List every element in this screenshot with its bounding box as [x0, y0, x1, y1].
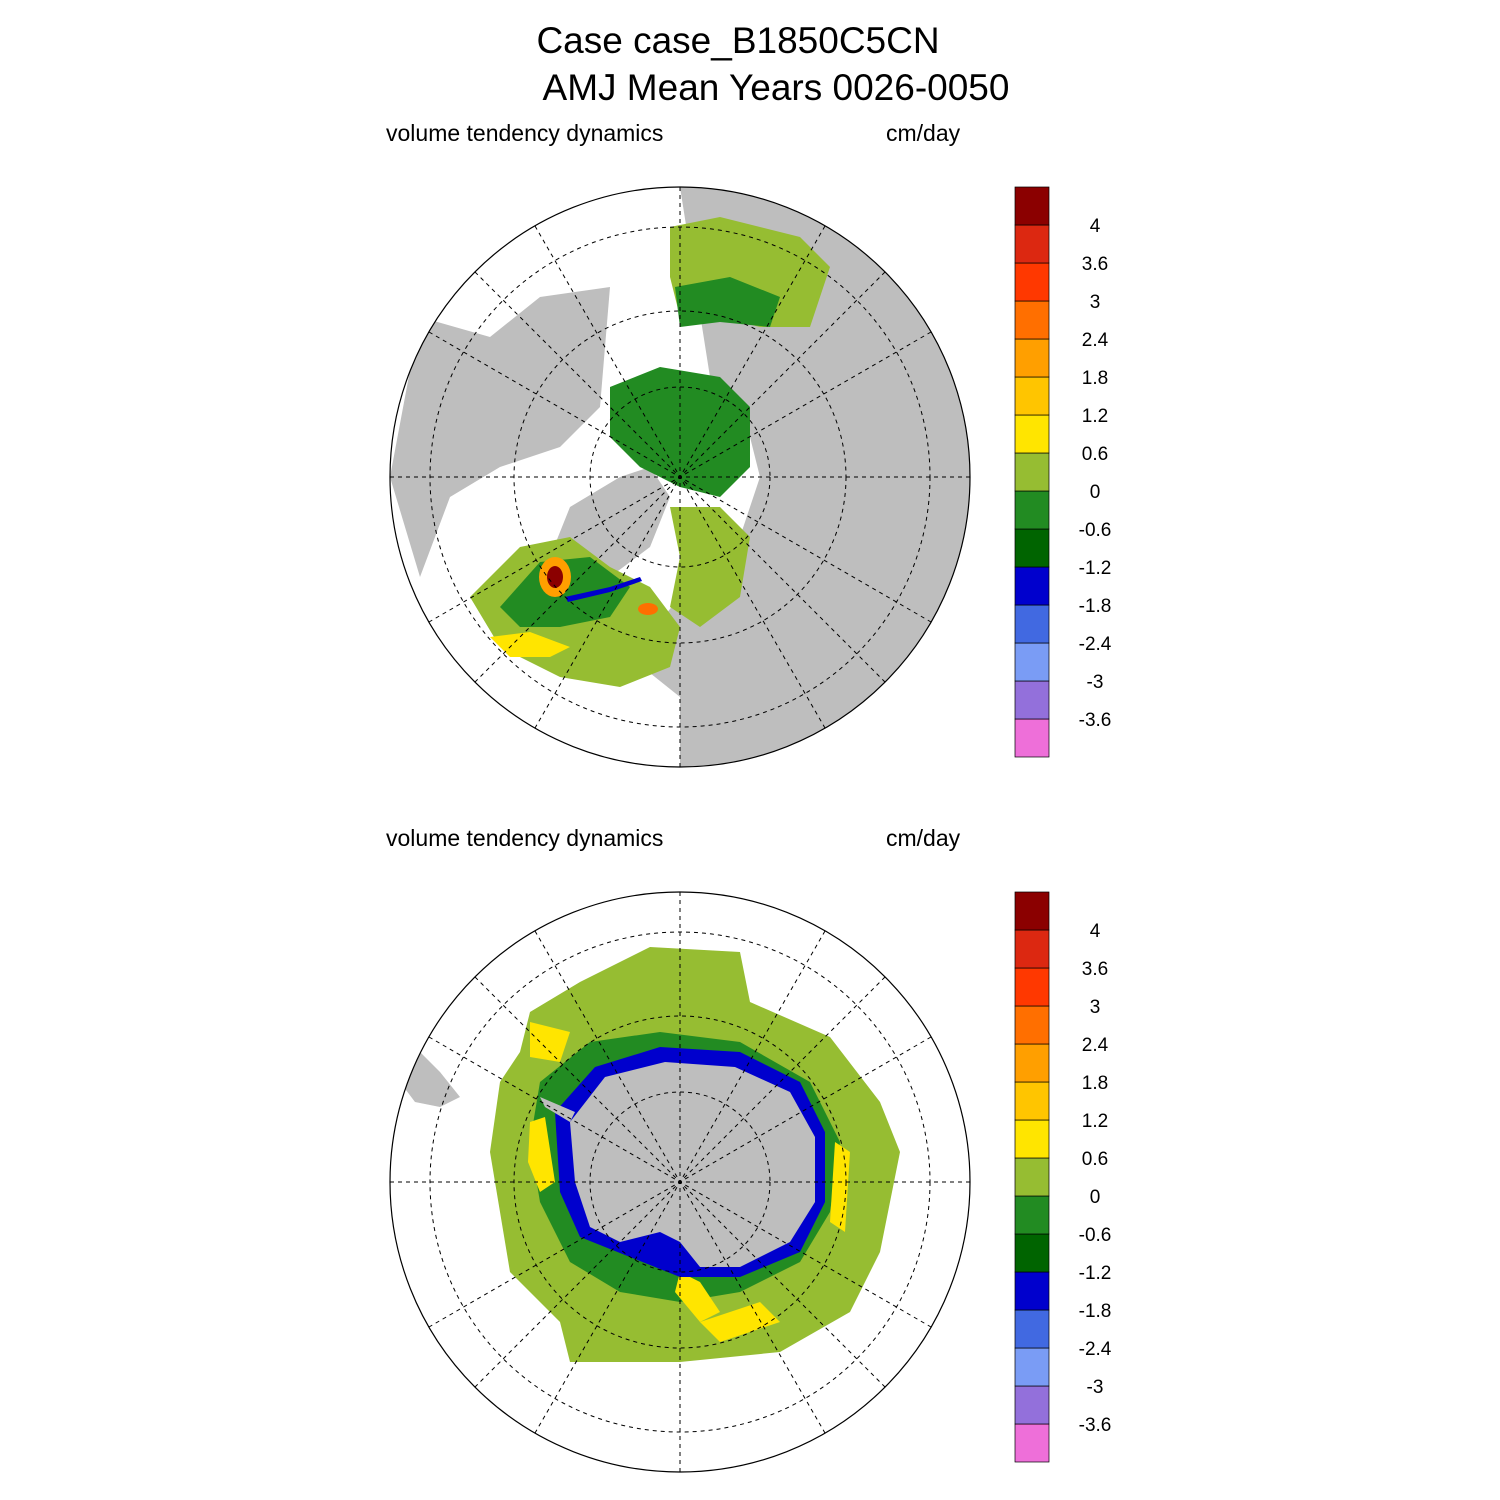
north-colorbar-box-1: [1014, 680, 1050, 720]
antarctic-peninsula: [540, 1097, 575, 1122]
north-colorbar-box-10: [1014, 338, 1050, 378]
north-colorbar-tick-label: -3.6: [1079, 710, 1112, 731]
panel1-units-label: cm/day: [886, 120, 961, 146]
north-graticule: [390, 187, 970, 767]
south-colorbar-tick-label: -1.2: [1079, 1263, 1112, 1284]
south-colorbar-box-0: [1014, 1423, 1050, 1463]
south-colorbar-box-4: [1014, 1271, 1050, 1311]
north-blue-ice-edge: [565, 577, 642, 602]
north-colorbar-box-8: [1014, 414, 1050, 454]
south-america-tip: [400, 1052, 460, 1107]
south-colorbar-box-11: [1014, 1005, 1050, 1045]
south-yellow-southwest: [675, 1272, 720, 1322]
south-yellow-south: [700, 1302, 780, 1342]
south-colorbar-tick-label: 1.2: [1082, 1111, 1108, 1132]
south-colorbar-tick-label: -0.6: [1079, 1225, 1112, 1246]
south-colorbar-box-12: [1014, 967, 1050, 1007]
south-colorbar-box-8: [1014, 1119, 1050, 1159]
antarctica: [570, 1062, 815, 1267]
north-yellow-band: [490, 632, 570, 657]
south-colorbar-box-5: [1014, 1233, 1050, 1273]
north-colorbar-box-7: [1014, 452, 1050, 492]
north-colorbar-tick-label: 1.8: [1082, 368, 1108, 389]
north-colorbar-tick-label: -1.2: [1079, 558, 1112, 579]
south-graticule: [390, 892, 970, 1472]
figure-title-line1: Case case_B1850C5CN: [536, 20, 940, 61]
north-colorbar-tick-label: 1.2: [1082, 406, 1108, 427]
north-colorbar-tick-label: -3: [1087, 672, 1104, 693]
north-pacific-green-band: [675, 277, 780, 327]
north-colorbar-box-11: [1014, 300, 1050, 340]
north-colorbar-box-9: [1014, 376, 1050, 416]
north-colorbar-box-0: [1014, 718, 1050, 758]
figure-title-line2: AMJ Mean Years 0026-0050: [542, 67, 1010, 108]
north-orange-patch: [638, 603, 658, 615]
south-colorbar-tick-label: 1.8: [1082, 1073, 1108, 1094]
north-colorbar-tick-label: -2.4: [1079, 634, 1112, 655]
north-colorbar-box-13: [1014, 224, 1050, 264]
north-colorbar-tick-label: -1.8: [1079, 596, 1112, 617]
south-colorbar-tick-label: -3: [1087, 1377, 1104, 1398]
panel2-units-label: cm/day: [886, 825, 961, 851]
north-colorbar-tick-label: -0.6: [1079, 520, 1112, 541]
north-colorbar-tick-label: 3.6: [1082, 254, 1108, 275]
south-colorbar-box-10: [1014, 1043, 1050, 1083]
south-colorbar-box-13: [1014, 929, 1050, 969]
north-colorbar-tick-label: 2.4: [1082, 330, 1109, 351]
south-colorbar-tick-label: -3.6: [1079, 1415, 1112, 1436]
north-colorbar-box-3: [1014, 604, 1050, 644]
south-colorbar-box-14: [1014, 891, 1050, 931]
south-colorbar-box-2: [1014, 1347, 1050, 1387]
south-colorbar-box-1: [1014, 1385, 1050, 1425]
north-land-west: [390, 287, 610, 577]
north-colorbar-box-5: [1014, 528, 1050, 568]
south-yellow-north: [530, 1022, 570, 1062]
north-colorbar-box-14: [1014, 186, 1050, 226]
north-colorbar-box-6: [1014, 490, 1050, 530]
south-colorbar-box-9: [1014, 1081, 1050, 1121]
north-colorbar-tick-label: 0: [1090, 482, 1101, 503]
north-colorbar-tick-label: 4: [1090, 216, 1101, 237]
north-arctic-ocean-field: [610, 367, 750, 497]
south-colorbar: -3.6 -3 -2.4 -1.8 -1.2 -0.6 0 0.6 1.2 1.8 2.4 3 3.6 4: [1014, 891, 1112, 1463]
south-colorbar-tick-label: 0.6: [1082, 1149, 1108, 1170]
north-barents-field: [670, 507, 750, 627]
north-polar-map: [389, 186, 971, 768]
south-polar-map: [389, 891, 971, 1473]
south-colorbar-tick-label: 2.4: [1082, 1035, 1109, 1056]
south-colorbar-tick-label: -2.4: [1079, 1339, 1112, 1360]
south-colorbar-tick-label: 4: [1090, 921, 1101, 942]
south-colorbar-box-3: [1014, 1309, 1050, 1349]
north-labrador-sea-core: [547, 566, 563, 588]
south-colorbar-tick-label: 3.6: [1082, 959, 1108, 980]
panel2-variable-label: volume tendency dynamics: [386, 825, 664, 851]
north-colorbar: -3.6 -3 -2.4 -1.8 -1.2 -0.6 0 0.6 1.2 1.8 2.4 3 3.6 4: [1014, 186, 1112, 758]
north-colorbar-tick-label: 3: [1090, 292, 1101, 313]
south-colorbar-box-6: [1014, 1195, 1050, 1235]
south-colorbar-tick-label: 0: [1090, 1187, 1101, 1208]
north-colorbar-box-12: [1014, 262, 1050, 302]
south-yellow-west: [528, 1117, 555, 1192]
south-colorbar-tick-label: 3: [1090, 997, 1101, 1018]
south-colorbar-tick-label: -1.8: [1079, 1301, 1112, 1322]
panel1-variable-label: volume tendency dynamics: [386, 120, 664, 146]
south-colorbar-box-7: [1014, 1157, 1050, 1197]
north-colorbar-tick-label: 0.6: [1082, 444, 1108, 465]
north-colorbar-box-2: [1014, 642, 1050, 682]
north-colorbar-box-4: [1014, 566, 1050, 606]
